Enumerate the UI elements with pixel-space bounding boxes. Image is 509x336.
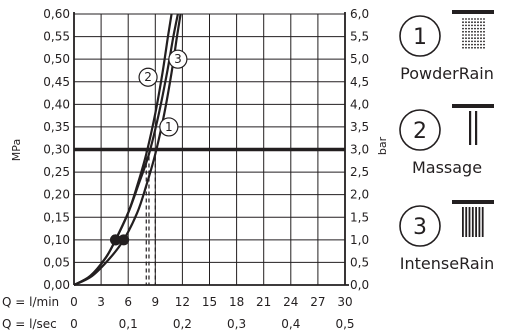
y-tick-label-left: 0,00	[43, 278, 70, 292]
legend-label-powderrain: PowderRain	[400, 64, 494, 83]
powderrain-showerhead-icon	[452, 10, 494, 49]
y-tick-label-left: 0,45	[43, 75, 70, 89]
x-tick-label-primary: 0	[70, 295, 78, 309]
y-tick-label-right: 3,0	[350, 143, 369, 157]
y-tick-label-left: 0,25	[43, 165, 70, 179]
y-tick-label-right: 1,0	[350, 233, 369, 247]
x-tick-label-primary: 15	[202, 295, 217, 309]
x-tick-label-primary: 18	[229, 295, 244, 309]
legend-label-massage: Massage	[412, 158, 482, 177]
legend-number-circle-1	[399, 15, 441, 57]
y-tick-label-left: 0,40	[43, 97, 70, 111]
x-tick-label-secondary: 0,4	[281, 317, 300, 331]
y-tick-label-left: 0,35	[43, 120, 70, 134]
y-tick-label-left: 0,60	[43, 7, 70, 21]
y-tick-label-left: 0,10	[43, 233, 70, 247]
x-tick-label-primary: 6	[124, 295, 132, 309]
x-tick-label-primary: 3	[97, 295, 105, 309]
legend-number-circle-2	[399, 109, 441, 151]
intenserain-showerhead-icon	[452, 200, 494, 237]
y-tick-label-right: 5,5	[350, 30, 369, 44]
legend-number-3: 3	[413, 215, 427, 240]
x-tick-label-secondary: 0	[70, 317, 78, 331]
y-tick-label-left: 0,05	[43, 255, 70, 269]
y-tick-label-right: 5,0	[350, 52, 369, 66]
curve-label-circle-2	[138, 67, 158, 87]
x-tick-label-secondary: 0,2	[173, 317, 192, 331]
y-tick-label-right: 0,0	[350, 278, 369, 292]
curve-label-circle-3	[168, 49, 188, 69]
legend-number-circle-3	[399, 205, 441, 247]
x-tick-label-secondary: 0,3	[227, 317, 246, 331]
massage-showerhead-icon	[452, 104, 494, 145]
y-tick-label-left: 0,20	[43, 188, 70, 202]
x-tick-label-secondary: 0,1	[119, 317, 138, 331]
legend-label-intenserain: IntenseRain	[400, 254, 494, 273]
y-tick-label-right: 2,5	[350, 165, 369, 179]
curve-label-circle-1	[159, 117, 179, 137]
x-tick-label-primary: 27	[310, 295, 325, 309]
y-tick-label-left: 0,30	[43, 143, 70, 157]
y-tick-label-right: 2,0	[350, 188, 369, 202]
y-tick-label-right: 3,5	[350, 120, 369, 134]
y-tick-label-left: 0,55	[43, 30, 70, 44]
curve-label-number-1: 1	[165, 120, 173, 134]
x-axis-title-primary: Q = l/min	[2, 295, 59, 309]
x-tick-label-primary: 9	[151, 295, 159, 309]
legend-number-1: 1	[413, 25, 427, 50]
x-tick-label-primary: 12	[175, 295, 190, 309]
legend-number-2: 2	[413, 119, 427, 144]
y-tick-label-right: 6,0	[350, 7, 369, 21]
x-tick-label-primary: 24	[283, 295, 298, 309]
x-tick-label-primary: 21	[256, 295, 271, 309]
y-tick-label-right: 4,0	[350, 97, 369, 111]
curve-label-number-3: 3	[174, 52, 182, 66]
marker-series-3	[110, 234, 122, 246]
marker-series-1	[118, 234, 130, 246]
y-tick-label-left: 0,15	[43, 210, 70, 224]
y-tick-label-right: 1,5	[350, 210, 369, 224]
y-tick-label-right: 4,5	[350, 75, 369, 89]
x-tick-label-secondary: 0,5	[335, 317, 354, 331]
x-axis-title-secondary: Q = l/sec	[2, 317, 57, 331]
x-tick-label-primary: 30	[337, 295, 352, 309]
y-axis-title-left: MPa	[10, 139, 23, 161]
y-axis-title-right: bar	[376, 136, 389, 155]
y-tick-label-right: 0,5	[350, 255, 369, 269]
y-tick-label-left: 0,50	[43, 52, 70, 66]
curve-label-number-2: 2	[144, 70, 152, 84]
